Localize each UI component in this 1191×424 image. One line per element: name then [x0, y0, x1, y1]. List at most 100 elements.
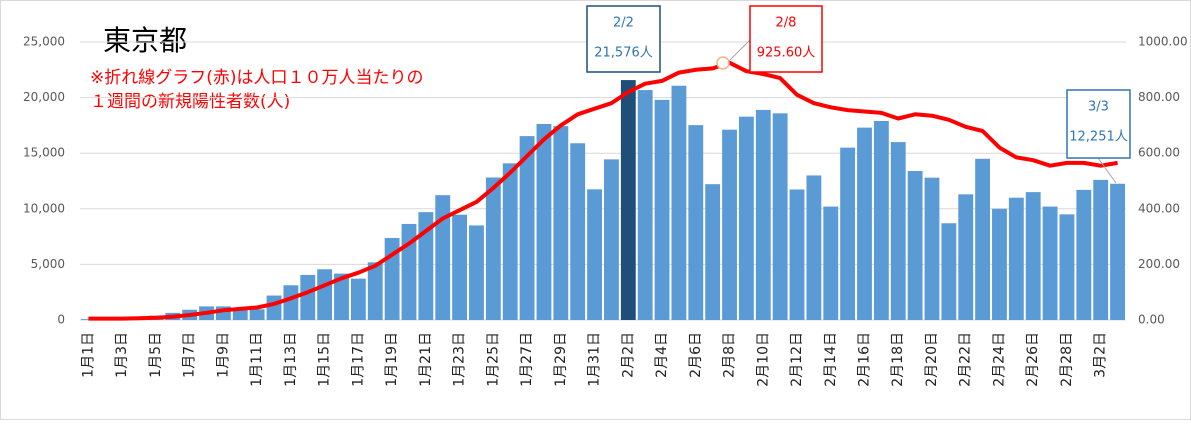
x-tick-label: 2月12日	[789, 332, 805, 387]
bar	[1093, 179, 1109, 320]
x-tick-label: 2月2日	[620, 332, 636, 378]
bar	[519, 136, 535, 320]
bar	[317, 269, 333, 320]
x-tick-label: 3月2日	[1093, 332, 1109, 378]
bar	[485, 177, 501, 320]
subtitle: ※折れ線グラフ(赤)は人口１０万人当たりの	[90, 68, 424, 88]
x-tick-label: 2月16日	[857, 332, 873, 387]
y2-tick-label: 400.00	[1138, 201, 1180, 215]
x-tick-label: 1月31日	[587, 332, 603, 387]
line	[88, 60, 1118, 321]
bar	[1059, 214, 1075, 320]
x-tick-label: 1月15日	[317, 332, 333, 387]
bar	[334, 273, 349, 320]
x-tick-label: 1月5日	[148, 332, 164, 378]
bar	[722, 129, 737, 320]
bar	[637, 90, 653, 320]
y-tick-label: 0	[57, 313, 65, 327]
y-tick-label: 25,000	[23, 35, 65, 49]
x-tick-label: 1月23日	[452, 332, 468, 387]
bar	[570, 143, 586, 320]
bar	[958, 194, 974, 320]
bar	[1110, 183, 1125, 320]
x-tick-label: 2月20日	[924, 332, 940, 387]
bar	[266, 295, 282, 320]
bar	[232, 310, 248, 320]
bar	[857, 127, 872, 321]
bar	[553, 126, 569, 320]
bar	[671, 85, 687, 320]
bar	[907, 170, 923, 320]
x-tick-label: 2月6日	[688, 332, 704, 378]
x-tick-label: 1月21日	[418, 332, 434, 387]
bar	[249, 309, 265, 320]
annotation-text: 21,576人	[594, 46, 653, 61]
bar	[350, 278, 366, 320]
bar	[738, 116, 754, 320]
bar	[502, 163, 518, 320]
bar	[654, 99, 670, 320]
bar	[418, 212, 434, 320]
y2-tick-label: 800.00	[1138, 90, 1180, 104]
x-tick-label: 2月4日	[654, 332, 670, 378]
x-tick-label: 1月11日	[249, 332, 265, 387]
x-tick-label: 1月25日	[485, 332, 501, 387]
bar	[1025, 192, 1041, 320]
bar	[705, 184, 721, 320]
y2-tick-label: 0.00	[1138, 313, 1165, 327]
annotation-box	[586, 5, 661, 73]
leader-line	[1097, 157, 1117, 184]
bar	[620, 80, 636, 320]
x-tick-label: 1月9日	[215, 332, 231, 378]
y2-tick-label: 200.00	[1138, 257, 1180, 271]
y2-tick-label: 600.00	[1138, 146, 1180, 160]
annotation-box	[1066, 89, 1131, 159]
bar	[536, 123, 552, 320]
bar	[772, 113, 788, 320]
annotation-text: 12,251人	[1069, 130, 1128, 145]
bar	[1076, 189, 1092, 320]
x-tick-label: 1月19日	[384, 332, 400, 387]
bar	[452, 214, 468, 320]
bar	[435, 195, 451, 320]
bar	[873, 120, 889, 321]
bar	[688, 125, 704, 321]
bar	[283, 285, 299, 320]
x-tick-label: 2月24日	[991, 332, 1007, 387]
bar	[469, 225, 484, 320]
annotation-date: 3/3	[1088, 100, 1109, 115]
y-tick-label: 15,000	[23, 146, 65, 160]
bar	[924, 177, 940, 320]
bar	[587, 189, 602, 320]
bar	[300, 274, 316, 320]
bar	[1042, 206, 1058, 320]
bar	[604, 159, 619, 320]
bar	[1008, 197, 1024, 320]
x-tick-label: 2月10日	[755, 332, 771, 387]
x-tick-label: 1月7日	[182, 332, 198, 378]
x-tick-label: 1月27日	[519, 332, 535, 387]
x-tick-label: 2月26日	[1025, 332, 1041, 387]
bar	[840, 147, 856, 320]
x-tick-label: 1月13日	[283, 332, 299, 387]
bar	[367, 262, 383, 320]
bar	[890, 142, 906, 320]
bar	[941, 223, 957, 320]
annotation-date: 2/2	[613, 16, 634, 31]
annotation-box	[749, 5, 823, 73]
bar	[789, 189, 805, 320]
subtitle: １週間の新規陽性者数(人)	[90, 92, 290, 112]
leader-line	[727, 39, 751, 63]
x-tick-label: 2月22日	[958, 332, 974, 387]
bar	[755, 109, 771, 320]
y-tick-label: 10,000	[23, 201, 65, 215]
x-tick-label: 2月14日	[823, 332, 839, 387]
x-tick-label: 1月1日	[80, 332, 96, 378]
annotation-date: 2/8	[776, 16, 797, 31]
bar	[823, 206, 839, 320]
bar	[975, 158, 991, 320]
y2-tick-label: 1000.00	[1138, 35, 1188, 49]
chart-title: 東京都	[103, 24, 187, 57]
bar	[992, 208, 1007, 320]
